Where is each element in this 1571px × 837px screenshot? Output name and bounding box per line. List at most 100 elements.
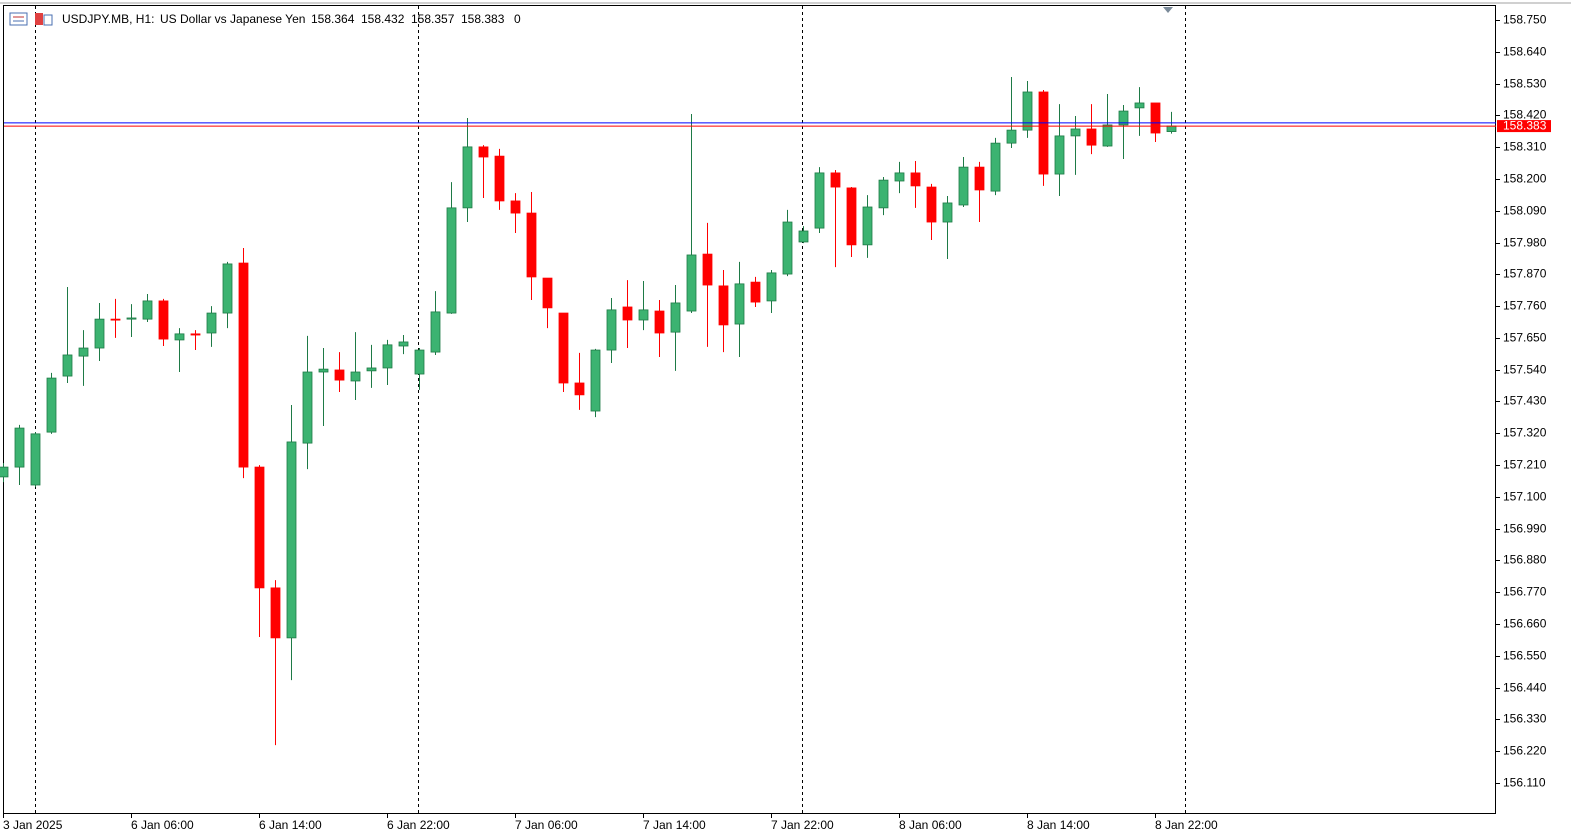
candle-body xyxy=(126,317,137,320)
candle-body xyxy=(830,172,841,188)
y-tick-label: 157.320 xyxy=(1503,426,1547,440)
candle-body xyxy=(78,347,89,357)
candle-body xyxy=(670,302,681,333)
candle-body xyxy=(494,155,505,202)
y-tick-label: 157.760 xyxy=(1503,299,1547,313)
y-tick-label: 158.090 xyxy=(1503,204,1547,218)
candle-body xyxy=(414,349,425,375)
candle-body xyxy=(142,300,153,320)
candle-body xyxy=(574,382,585,396)
candle-body xyxy=(174,333,185,341)
y-tick-label: 156.550 xyxy=(1503,649,1547,663)
candle-body xyxy=(1134,102,1145,109)
candle-body xyxy=(446,207,457,314)
description: US Dollar vs Japanese Yen xyxy=(160,12,305,26)
header-close: 158.383 xyxy=(461,12,505,26)
candle-body xyxy=(782,221,793,275)
candle-body xyxy=(158,300,169,340)
candle-body xyxy=(238,262,249,468)
x-tick-label: 6 Jan 06:00 xyxy=(131,818,194,832)
candle-body xyxy=(206,312,217,334)
y-tick-label: 158.200 xyxy=(1503,172,1547,186)
y-tick-label: 157.210 xyxy=(1503,458,1547,472)
candle-body xyxy=(318,368,329,373)
x-tick-label: 6 Jan 14:00 xyxy=(259,818,322,832)
candle-body xyxy=(1070,128,1081,137)
candle-body xyxy=(974,166,985,191)
candle-body xyxy=(750,281,761,303)
y-tick-label: 157.540 xyxy=(1503,363,1547,377)
candle-body xyxy=(814,172,825,229)
candle-body xyxy=(638,309,649,321)
candle-body xyxy=(190,333,201,336)
candle-body xyxy=(910,172,921,187)
candle-body xyxy=(734,283,745,325)
x-tick-label: 7 Jan 22:00 xyxy=(771,818,834,832)
candle-body xyxy=(878,179,889,209)
icon xyxy=(9,12,28,26)
x-tick-label: 7 Jan 14:00 xyxy=(643,818,706,832)
candle-body xyxy=(1022,91,1033,131)
candle-body xyxy=(702,253,713,286)
symbol: USDJPY.MB, H1: xyxy=(62,12,154,26)
header-open: 158.364 xyxy=(311,12,355,26)
x-tick-label: 6 Jan 22:00 xyxy=(387,818,450,832)
y-tick-label: 156.880 xyxy=(1503,553,1547,567)
candle-body xyxy=(958,166,969,206)
candle-body xyxy=(526,212,537,278)
candle-body xyxy=(302,371,313,444)
header-spread: 0 xyxy=(514,12,521,26)
candle-body xyxy=(654,310,665,334)
candle-body xyxy=(558,312,569,384)
candle-body xyxy=(14,427,25,468)
y-tick-label: 158.310 xyxy=(1503,140,1547,154)
candle-body xyxy=(334,369,345,381)
candle-body xyxy=(510,200,521,214)
x-tick-label: 8 Jan 22:00 xyxy=(1155,818,1218,832)
candle-body xyxy=(382,344,393,369)
candle-body xyxy=(990,142,1001,192)
y-tick-label: 156.440 xyxy=(1503,681,1547,695)
y-tick-label: 156.990 xyxy=(1503,522,1547,536)
y-tick-label: 158.530 xyxy=(1503,77,1547,91)
icon xyxy=(43,14,53,26)
candle-body xyxy=(62,354,73,377)
x-tick-label: 8 Jan 14:00 xyxy=(1027,818,1090,832)
candle-body xyxy=(430,311,441,353)
y-tick-label: 156.220 xyxy=(1503,744,1547,758)
candle-body xyxy=(478,146,489,158)
y-tick-label: 158.640 xyxy=(1503,45,1547,59)
icon xyxy=(35,13,43,25)
day-separators xyxy=(35,6,1186,813)
candle-body xyxy=(0,466,9,478)
candle-body xyxy=(686,254,697,312)
candle-body xyxy=(1006,129,1017,144)
candle-body xyxy=(622,306,633,321)
candle-body xyxy=(542,277,553,309)
candle-body xyxy=(110,318,121,321)
y-tick-label: 158.750 xyxy=(1503,13,1547,27)
bid-label: 158.383 xyxy=(1503,118,1547,132)
y-tick-label: 158.420 xyxy=(1503,108,1547,122)
candle-body xyxy=(1086,128,1097,146)
y-tick-label: 157.980 xyxy=(1503,236,1547,250)
candle-body xyxy=(222,263,233,314)
candle-body xyxy=(1038,91,1049,175)
candle-body xyxy=(350,371,361,382)
candle-body xyxy=(766,272,777,302)
candle-body xyxy=(46,377,57,433)
candle-body xyxy=(1166,125,1177,132)
candle-body xyxy=(94,318,105,349)
shift-marker xyxy=(1163,7,1173,13)
candle-body xyxy=(718,285,729,326)
candle-body xyxy=(462,146,473,209)
candle-body xyxy=(894,172,905,182)
x-tick-label: 3 Jan 2025 xyxy=(3,818,63,832)
candle-body xyxy=(1102,124,1113,147)
y-tick-label: 157.870 xyxy=(1503,267,1547,281)
candle-body xyxy=(1118,110,1129,126)
candle-body xyxy=(254,466,265,589)
candle-body xyxy=(1150,102,1161,134)
y-tick-label: 156.330 xyxy=(1503,712,1547,726)
